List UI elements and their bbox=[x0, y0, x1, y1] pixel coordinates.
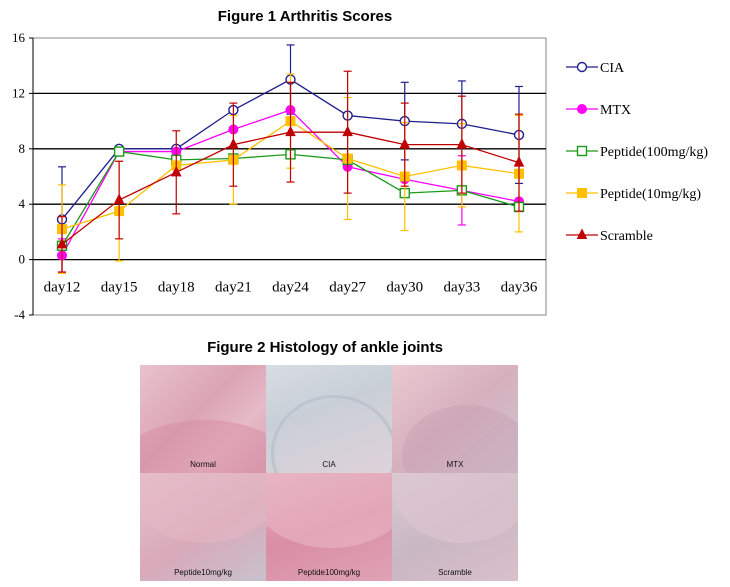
legend-marker bbox=[576, 61, 588, 73]
arthritis-score-chart: -4 0 4 8 12 16 day12 day15 day18 day21 day24 day27… bbox=[12, 30, 708, 322]
histology-panel-normal: Normal bbox=[140, 365, 266, 473]
legend-label: Scramble bbox=[600, 229, 653, 244]
legend-marker bbox=[577, 188, 587, 198]
x-tick-label: day18 bbox=[158, 279, 195, 295]
histology-panel-cia: CIA bbox=[266, 365, 392, 473]
y-tick-label: 12 bbox=[12, 85, 25, 100]
legend-label: Peptide(100mg/kg) bbox=[600, 145, 708, 160]
legend-item-mtx: MTX bbox=[566, 103, 631, 118]
histology-panel-peptide100: Peptide100mg/kg bbox=[266, 473, 392, 581]
legend-marker bbox=[576, 228, 588, 239]
y-tick-label: 4 bbox=[19, 196, 26, 211]
x-tick-label: day24 bbox=[272, 279, 309, 295]
x-tick-label: day33 bbox=[444, 279, 481, 295]
y-tick-label: 8 bbox=[19, 141, 26, 156]
x-tick-label: day21 bbox=[215, 279, 252, 295]
x-tick-label: day27 bbox=[329, 279, 366, 295]
legend-marker bbox=[577, 104, 587, 114]
data-point bbox=[170, 165, 182, 177]
y-tick-label: 0 bbox=[19, 252, 26, 267]
x-tick-label: day15 bbox=[101, 279, 138, 295]
panel-label-cia: CIA bbox=[322, 460, 336, 469]
histology-panel-scramble: Scramble bbox=[392, 473, 518, 581]
data-point bbox=[113, 193, 125, 205]
legend-item-cia: CIA bbox=[566, 61, 625, 76]
data-point bbox=[228, 138, 239, 149]
series-scramble bbox=[56, 70, 525, 273]
legend-marker bbox=[576, 145, 588, 157]
panel-label-normal: Normal bbox=[190, 460, 216, 469]
data-point bbox=[456, 138, 468, 149]
data-point bbox=[56, 237, 68, 249]
legend-label: CIA bbox=[600, 61, 625, 76]
data-point bbox=[285, 125, 296, 137]
legend-item-scramble: Scramble bbox=[566, 228, 653, 244]
legend-item-peptide-100mg-kg: Peptide(100mg/kg) bbox=[566, 145, 708, 160]
panel-label-peptide100: Peptide100mg/kg bbox=[297, 568, 361, 577]
legend-item-peptide-10mg-kg: Peptide(10mg/kg) bbox=[566, 187, 701, 202]
panel-label-peptide10: Peptide10mg/kg bbox=[174, 568, 232, 577]
figure1-title: Figure 1 Arthritis Scores bbox=[217, 8, 393, 25]
panel-label-scramble: Scramble bbox=[438, 568, 472, 577]
legend-label: Peptide(10mg/kg) bbox=[600, 187, 701, 202]
histology-panel-peptide10: Peptide10mg/kg bbox=[140, 473, 266, 581]
figure2-title: Figure 2 Histology of ankle joints bbox=[207, 339, 443, 356]
panel-label-mtx: MTX bbox=[446, 460, 464, 469]
data-point bbox=[342, 125, 353, 137]
y-tick-label: -4 bbox=[14, 307, 25, 322]
data-point bbox=[513, 156, 525, 167]
legend-label: MTX bbox=[600, 103, 631, 118]
x-tick-label: day12 bbox=[44, 279, 81, 295]
data-point bbox=[399, 138, 411, 149]
x-tick-label: day30 bbox=[386, 279, 423, 295]
data-point bbox=[113, 146, 125, 157]
y-tick-label: 16 bbox=[12, 30, 26, 45]
histology-panel-mtx: MTX bbox=[392, 365, 518, 473]
x-tick-label: day36 bbox=[501, 279, 538, 295]
histology-panels: Normal CIA MTX Peptide10mg/kg Peptide100… bbox=[140, 365, 518, 581]
